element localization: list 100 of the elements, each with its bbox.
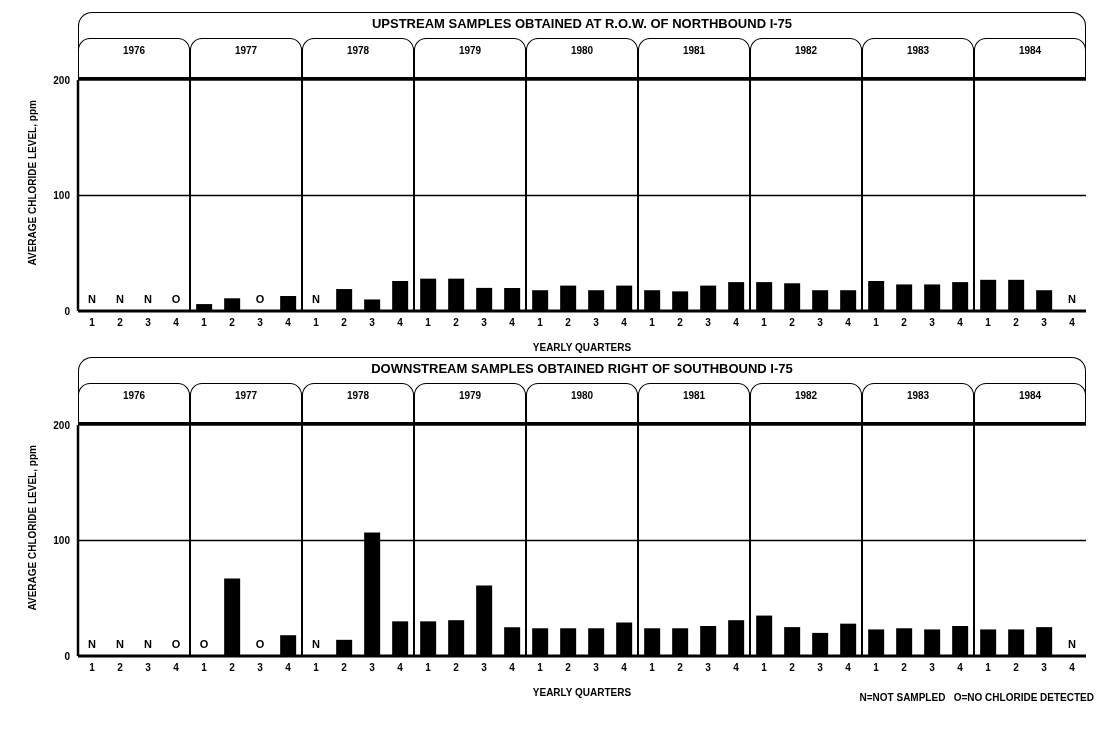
x-axis-title: YEARLY QUARTERS bbox=[532, 342, 632, 353]
data-label: O bbox=[170, 293, 182, 305]
x-tick-label: 3 bbox=[1041, 662, 1048, 674]
x-tick-label: 3 bbox=[593, 317, 600, 329]
x-tick-label: 1 bbox=[649, 317, 656, 329]
x-tick-label: 1 bbox=[89, 662, 96, 674]
x-tick-label: 3 bbox=[1041, 317, 1048, 329]
text: N bbox=[312, 293, 320, 305]
y-tick-label: 200 bbox=[53, 74, 71, 86]
x-tick-label: 4 bbox=[733, 317, 740, 329]
data-label: O bbox=[170, 638, 182, 650]
x-tick-label: 1 bbox=[313, 317, 320, 329]
y-tick-label: 100 bbox=[53, 535, 71, 547]
x-tick-label: 3 bbox=[817, 662, 824, 674]
x-tick-label: 4 bbox=[397, 662, 404, 674]
text: N=NOT SAMPLED O=NO CHLORIDE DETECTED bbox=[859, 692, 1094, 703]
x-tick-label: 1 bbox=[873, 662, 880, 674]
text: 1977 bbox=[190, 383, 302, 425]
x-tick-label: 2 bbox=[677, 317, 684, 329]
x-tick-label: 4 bbox=[509, 317, 516, 329]
x-tick-label: 1 bbox=[425, 662, 432, 674]
x-tick-label: 2 bbox=[901, 317, 908, 329]
x-tick-label: 1 bbox=[425, 317, 432, 329]
x-tick-label: 1 bbox=[649, 662, 656, 674]
text: N bbox=[1068, 638, 1076, 650]
text: 1980 bbox=[526, 38, 638, 80]
text: 1982 bbox=[750, 383, 862, 425]
x-tick-label: 1 bbox=[985, 662, 992, 674]
text: 1980 bbox=[526, 383, 638, 425]
x-tick-label: 4 bbox=[285, 662, 292, 674]
x-tick-label: 3 bbox=[929, 317, 936, 329]
text: N bbox=[144, 638, 152, 650]
x-tick-label: 4 bbox=[1069, 662, 1076, 674]
x-tick-label: 2 bbox=[453, 317, 460, 329]
x-tick-label: 2 bbox=[789, 317, 796, 329]
x-tick-label: 4 bbox=[957, 662, 964, 674]
y-axis-title: AVERAGE CHLORIDE LEVEL, ppm bbox=[26, 100, 38, 266]
x-tick-label: 2 bbox=[117, 662, 124, 674]
chart-title: DOWNSTREAM SAMPLES OBTAINED RIGHT OF SOUTHBOUND I-75 bbox=[370, 361, 794, 376]
x-tick-label: 1 bbox=[89, 317, 96, 329]
x-tick-label: 3 bbox=[929, 662, 936, 674]
x-tick-label: 1 bbox=[537, 662, 544, 674]
text: 1977 bbox=[190, 38, 302, 80]
text: 1984 bbox=[974, 383, 1086, 425]
text: N bbox=[312, 638, 320, 650]
x-tick-label: 2 bbox=[565, 317, 572, 329]
x-tick-label: 1 bbox=[537, 317, 544, 329]
x-tick-label: 4 bbox=[957, 317, 964, 329]
x-tick-label: 4 bbox=[845, 662, 852, 674]
x-tick-label: 2 bbox=[1013, 317, 1020, 329]
text: 1981 bbox=[638, 38, 750, 80]
x-tick-label: 4 bbox=[621, 662, 628, 674]
x-tick-label: 3 bbox=[481, 662, 488, 674]
x-tick-label: 3 bbox=[369, 662, 376, 674]
x-tick-label: 4 bbox=[285, 317, 292, 329]
data-label: O bbox=[254, 638, 266, 650]
y-tick-label: 100 bbox=[53, 190, 71, 202]
x-tick-label: 2 bbox=[341, 662, 348, 674]
text: N bbox=[88, 638, 96, 650]
x-tick-label: 2 bbox=[901, 662, 908, 674]
x-tick-label: 3 bbox=[257, 317, 264, 329]
x-tick-label: 3 bbox=[481, 317, 488, 329]
x-tick-label: 3 bbox=[705, 317, 712, 329]
x-tick-label: 4 bbox=[845, 317, 852, 329]
x-tick-label: 1 bbox=[873, 317, 880, 329]
y-tick-label: 0 bbox=[64, 305, 71, 317]
x-tick-label: 2 bbox=[229, 317, 236, 329]
x-tick-label: 4 bbox=[397, 317, 404, 329]
x-tick-label: 2 bbox=[341, 317, 348, 329]
x-tick-label: 1 bbox=[201, 662, 208, 674]
text: 1978 bbox=[302, 38, 414, 80]
text: N bbox=[116, 638, 124, 650]
x-tick-label: 4 bbox=[173, 662, 180, 674]
x-tick-label: 2 bbox=[677, 662, 684, 674]
text: N bbox=[1068, 293, 1076, 305]
text: N bbox=[88, 293, 96, 305]
x-tick-label: 2 bbox=[1013, 662, 1020, 674]
text: N bbox=[116, 293, 124, 305]
chart-title: UPSTREAM SAMPLES OBTAINED AT R.O.W. OF NORTHBOUND I-75 bbox=[370, 16, 794, 31]
text: 1978 bbox=[302, 383, 414, 425]
data-label: O bbox=[198, 638, 210, 650]
x-tick-label: 2 bbox=[229, 662, 236, 674]
x-tick-label: 2 bbox=[789, 662, 796, 674]
x-tick-label: 1 bbox=[761, 317, 768, 329]
x-tick-label: 3 bbox=[145, 317, 152, 329]
text: 1984 bbox=[974, 38, 1086, 80]
text: 1979 bbox=[414, 38, 526, 80]
text: 1982 bbox=[750, 38, 862, 80]
text: 1983 bbox=[862, 38, 974, 80]
text: N bbox=[144, 293, 152, 305]
y-tick-label: 0 bbox=[64, 650, 71, 662]
text: 1976 bbox=[78, 38, 190, 80]
x-tick-label: 4 bbox=[621, 317, 628, 329]
text: 1981 bbox=[638, 383, 750, 425]
x-tick-label: 1 bbox=[201, 317, 208, 329]
y-tick-label: 200 bbox=[53, 419, 71, 431]
text: 1983 bbox=[862, 383, 974, 425]
x-tick-label: 2 bbox=[565, 662, 572, 674]
x-tick-label: 3 bbox=[817, 317, 824, 329]
x-tick-label: 1 bbox=[761, 662, 768, 674]
